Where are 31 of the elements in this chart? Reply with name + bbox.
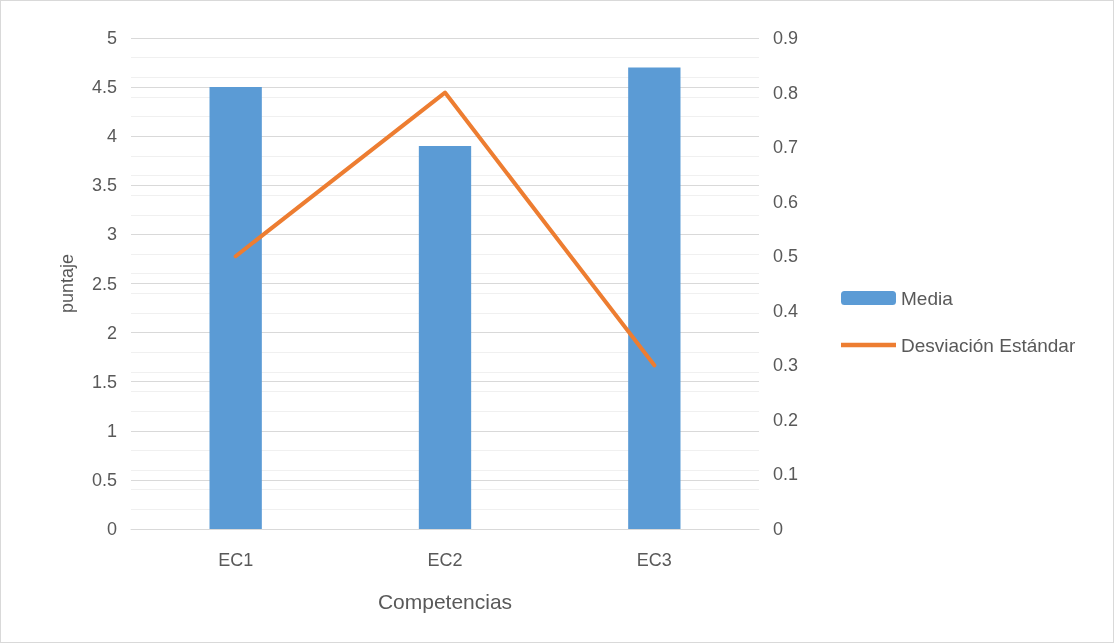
y2-tick-label: 0.5: [773, 246, 799, 267]
y-tick-label: 4: [106, 126, 117, 147]
y2-tick-label: 0.2: [773, 409, 799, 430]
y-tick-label: 1.5: [91, 371, 117, 392]
y-tick-label: 2: [106, 322, 117, 343]
legend-label: Desviación Estándar: [901, 334, 1076, 356]
y-tick-label: 3.5: [91, 175, 117, 196]
y2-tick-label: 0.6: [773, 191, 799, 212]
y2-tick-label: 0.3: [773, 355, 799, 376]
x-axis-title: Competencias: [377, 590, 513, 613]
y2-tick-label: 0.8: [773, 82, 799, 103]
bar: [418, 146, 472, 529]
bar: [628, 67, 681, 529]
y2-tick-label: 0.7: [773, 137, 799, 158]
y-tick-label: 1: [106, 420, 117, 441]
y-tick-label: 5: [106, 28, 117, 48]
y2-tick-label: 0.4: [773, 300, 799, 321]
x-tick-label: EC2: [427, 550, 463, 570]
y-axis-title: puntaje: [57, 253, 77, 314]
x-tick-label: EC3: [636, 550, 672, 570]
x-tick-label: EC1: [218, 550, 254, 570]
y2-tick-label: 0: [773, 519, 784, 539]
legend-label: Media: [901, 287, 954, 309]
y-tick-label: 0: [106, 519, 117, 539]
y-tick-label: 3: [106, 224, 117, 245]
y-tick-label: 4.5: [91, 77, 117, 98]
y-tick-label: 0.5: [91, 469, 117, 490]
y2-tick-label: 0.9: [773, 28, 799, 48]
y2-tick-label: 0.1: [773, 464, 799, 485]
y-tick-label: 2.5: [91, 273, 117, 294]
bar: [209, 87, 262, 529]
